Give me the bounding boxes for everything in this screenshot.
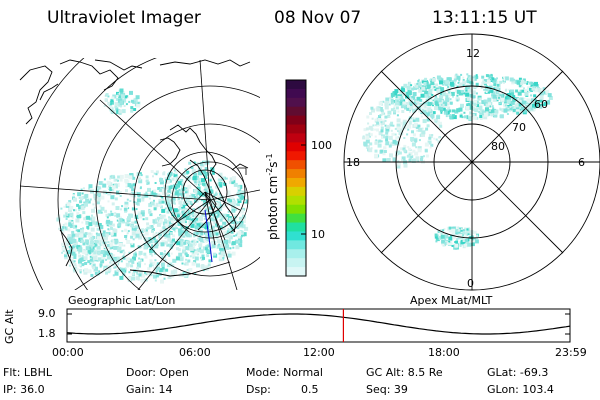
coastlines bbox=[19, 59, 251, 277]
right-panel-label: Apex MLat/MLT bbox=[410, 294, 493, 307]
altitude-plot bbox=[66, 308, 571, 343]
left-panel-label: Geographic Lat/Lon bbox=[68, 294, 176, 307]
colorbar-band bbox=[286, 195, 306, 206]
colorbar bbox=[285, 79, 307, 277]
colorbar-band bbox=[286, 267, 306, 277]
gc-alt-readout: GC Alt: 8.5 Re bbox=[366, 366, 443, 379]
mlt-label-18: 18 bbox=[346, 156, 360, 169]
colorbar-band bbox=[286, 142, 306, 152]
colorbar-band bbox=[286, 169, 306, 179]
altitude-ytick-9: 9.0 bbox=[38, 307, 56, 320]
colorbar-band bbox=[286, 249, 306, 259]
colorbar-band bbox=[286, 204, 306, 215]
colorbar-unit-label: photon cm-2s-1 bbox=[265, 153, 280, 240]
filter-readout: Flt: LBHL bbox=[3, 366, 52, 379]
colorbar-band bbox=[286, 222, 306, 233]
colorbar-band bbox=[286, 115, 306, 126]
magnetic-map bbox=[343, 33, 600, 291]
mlt-label-12: 12 bbox=[466, 47, 480, 60]
altitude-xtick-2359: 23:59 bbox=[555, 346, 587, 359]
colorbar-band bbox=[286, 258, 306, 268]
left-aurora-emission bbox=[56, 88, 249, 284]
app-title: Ultraviolet Imager bbox=[47, 8, 201, 28]
colorbar-band bbox=[286, 178, 306, 188]
right-aurora-emission bbox=[362, 73, 553, 250]
dsp-label: Dsp: bbox=[246, 383, 271, 396]
dsp-value: 0.5 bbox=[301, 383, 319, 396]
colorbar-band bbox=[286, 240, 306, 250]
date-readout: 08 Nov 07 bbox=[274, 8, 362, 28]
altitude-curve bbox=[66, 313, 571, 335]
colorbar-band bbox=[286, 124, 306, 135]
mlt-label-6: 6 bbox=[578, 156, 585, 169]
geographic-map bbox=[19, 58, 260, 290]
ip-readout: IP: 36.0 bbox=[3, 383, 45, 396]
mlat-label-60: 60 bbox=[534, 98, 548, 111]
door-readout: Door: Open bbox=[126, 366, 189, 379]
colorbar-band bbox=[286, 231, 306, 241]
altitude-xtick-1200: 12:00 bbox=[303, 346, 335, 359]
altitude-xtick-0600: 06:00 bbox=[179, 346, 211, 359]
gain-readout: Gain: 14 bbox=[126, 383, 173, 396]
colorbar-band bbox=[286, 80, 306, 90]
colorbar-band bbox=[286, 133, 306, 143]
colorbar-band bbox=[286, 213, 306, 224]
altitude-xtick-1800: 18:00 bbox=[428, 346, 460, 359]
mlat-label-80: 80 bbox=[491, 140, 505, 153]
colorbar-band bbox=[286, 160, 306, 170]
colorbar-band bbox=[286, 151, 306, 161]
altitude-ylabel: GC Alt bbox=[3, 309, 16, 344]
glon-readout: GLon: 103.4 bbox=[487, 383, 554, 396]
altitude-xtick-0000: 00:00 bbox=[52, 346, 84, 359]
time-readout: 13:11:15 UT bbox=[432, 8, 537, 28]
mlat-label-70: 70 bbox=[512, 121, 526, 134]
colorbar-band bbox=[286, 106, 306, 117]
longitude-lines bbox=[19, 59, 260, 290]
colorbar-band bbox=[286, 186, 306, 197]
colorbar-tick-100: 100 bbox=[311, 139, 332, 152]
mlt-label-0: 0 bbox=[467, 277, 474, 290]
glat-readout: GLat: -69.3 bbox=[487, 366, 549, 379]
magnetic-overlay bbox=[149, 151, 247, 263]
altitude-ytick-1: 1.8 bbox=[38, 327, 56, 340]
colorbar-band bbox=[286, 97, 306, 108]
latitude-circles bbox=[19, 58, 260, 290]
colorbar-band bbox=[286, 88, 306, 99]
mode-readout: Mode: Normal bbox=[246, 366, 323, 379]
colorbar-tick-10: 10 bbox=[311, 228, 325, 241]
seq-readout: Seq: 39 bbox=[366, 383, 408, 396]
